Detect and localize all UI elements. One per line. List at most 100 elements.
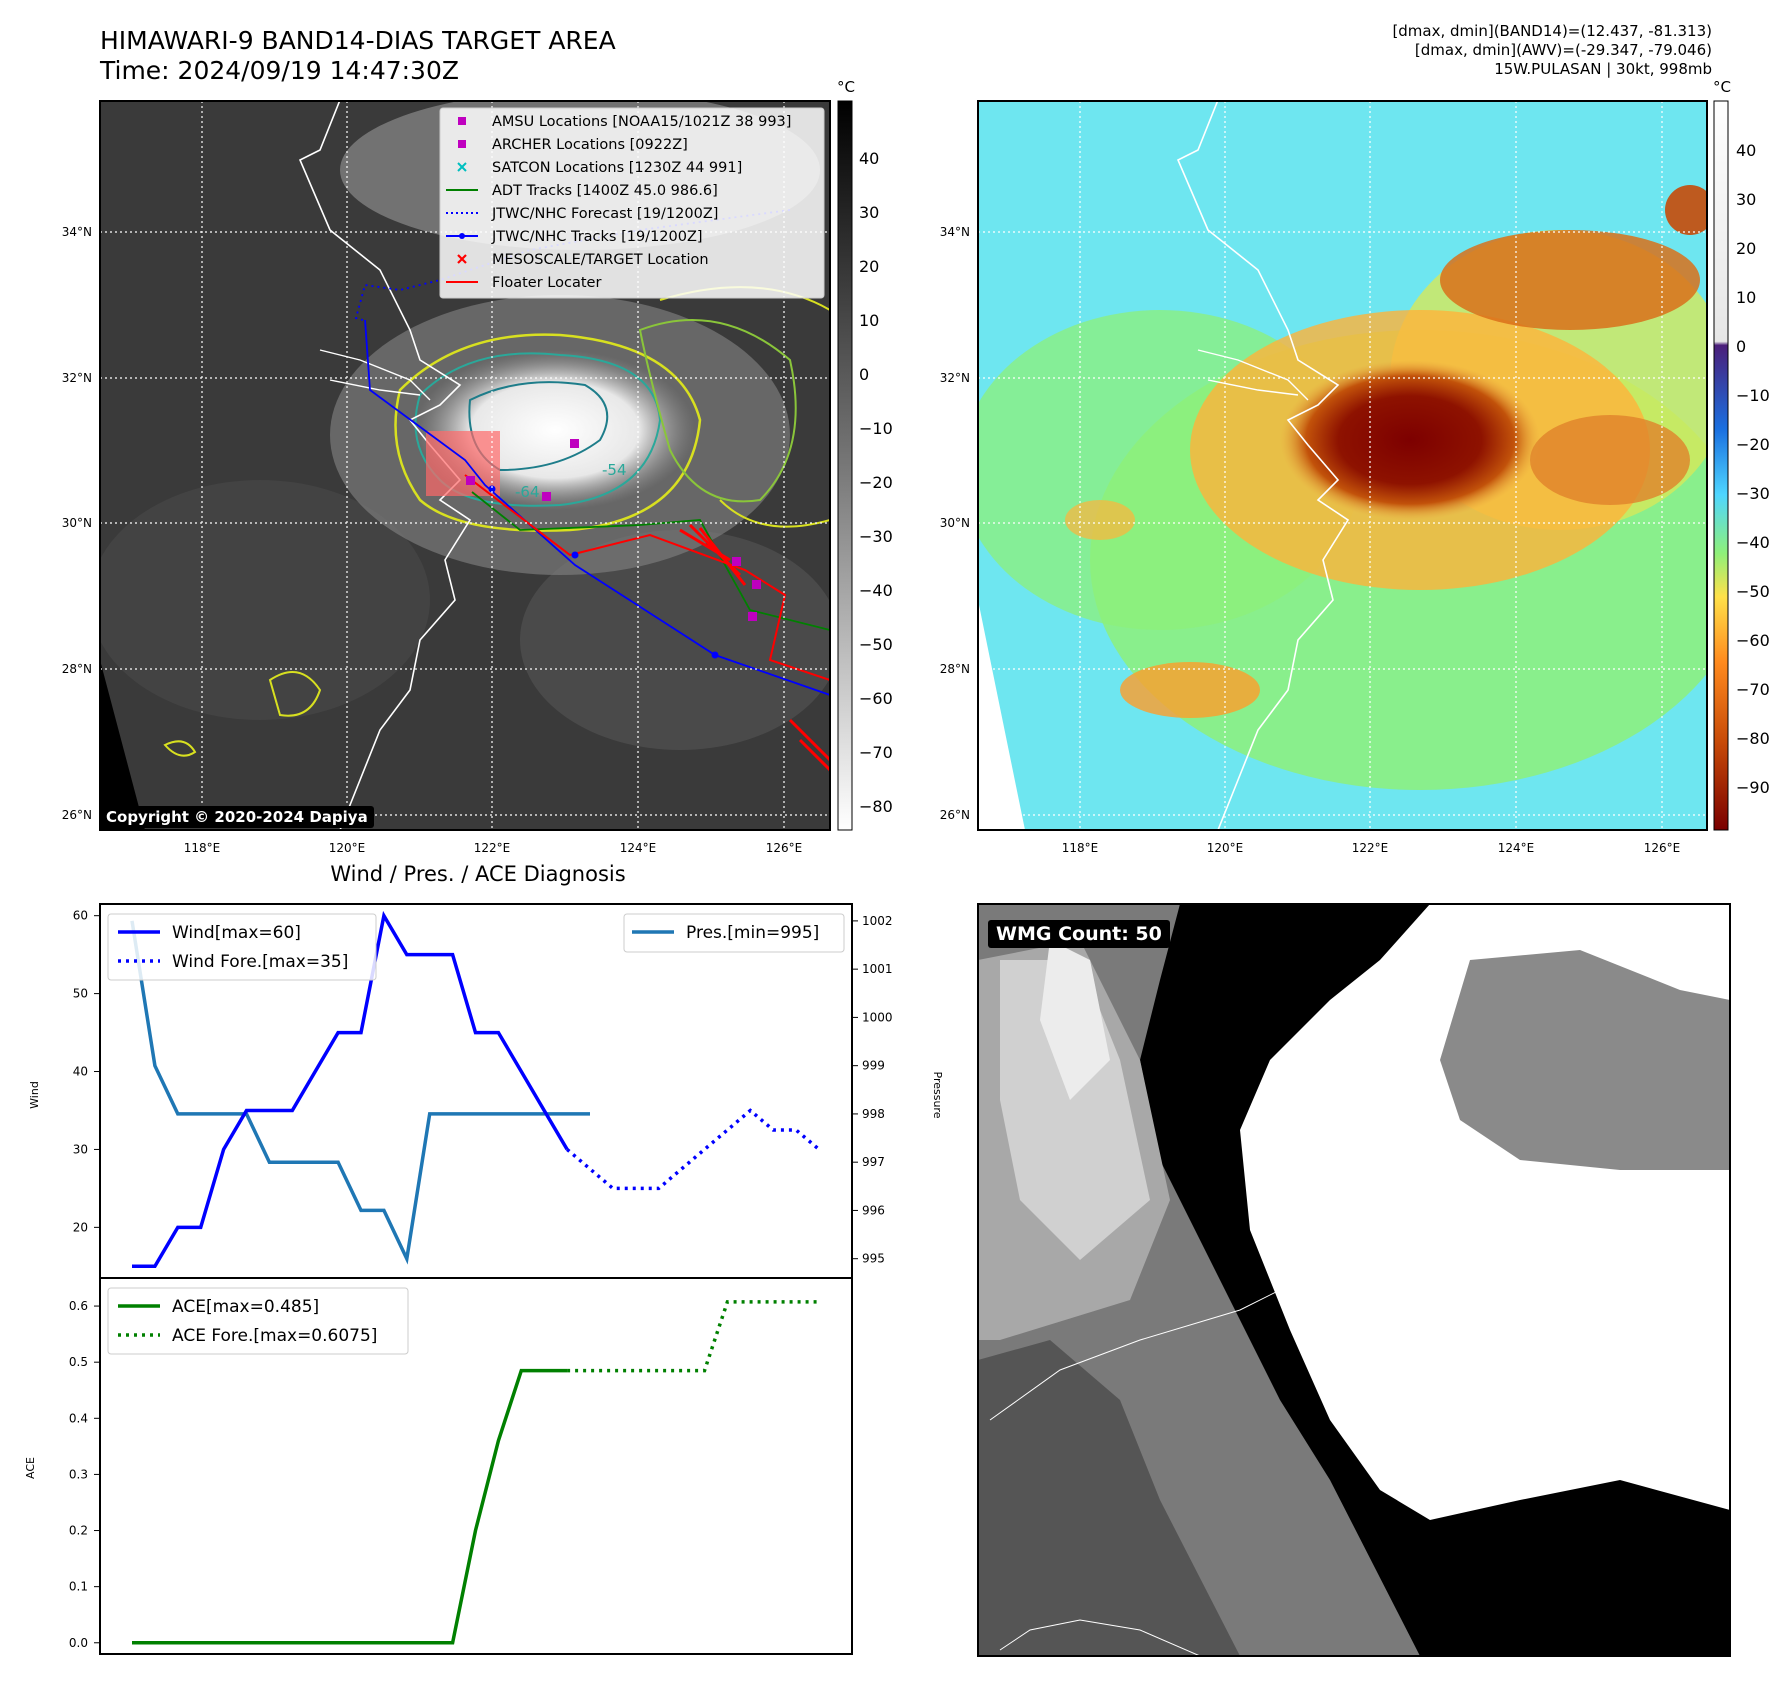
map-legend-box bbox=[439, 107, 825, 299]
ir-lat-labels: 34°N 32°N 30°N 28°N 26°N bbox=[62, 225, 92, 822]
ace-tick-label: 0.4 bbox=[69, 1411, 88, 1425]
legend-entry-adt: ADT Tracks [1400Z 45.0 986.6] bbox=[446, 183, 718, 199]
lat-label-28n: 28°N bbox=[62, 662, 92, 676]
ace-y-ticks: 0.6 0.5 0.4 0.3 0.2 0.1 0.0 bbox=[69, 1299, 100, 1650]
contour-label-64: -64 bbox=[515, 483, 540, 501]
awv-no-data-wedge bbox=[978, 600, 1025, 830]
legend-entry-jtwc-forecast: JTWC/NHC Forecast [19/1200Z] bbox=[446, 206, 718, 222]
lon-label-118e: 118°E bbox=[184, 841, 221, 855]
wmg-brightest-region bbox=[1040, 940, 1110, 1100]
awv-gridlines bbox=[978, 101, 1707, 830]
ir-cb-tick: −10 bbox=[859, 419, 893, 438]
lon-label-124e: 124°E bbox=[1498, 841, 1535, 855]
awv-cb-tick: −30 bbox=[1736, 484, 1770, 503]
wind-tick-label: 40 bbox=[73, 1065, 88, 1079]
ace-legend-label: ACE[max=0.485] bbox=[172, 1297, 319, 1317]
ir-cb-tick: 20 bbox=[859, 257, 879, 276]
contour-label-54: -54 bbox=[602, 461, 627, 479]
wmg-lighter-region bbox=[1000, 960, 1150, 1260]
lon-label-118e: 118°E bbox=[1062, 841, 1099, 855]
pressure-tick-label: 997 bbox=[862, 1155, 885, 1169]
ir-cb-tick: 40 bbox=[859, 149, 879, 168]
ir-cb-tick: −70 bbox=[859, 743, 893, 762]
wind-y-ticks: 60 50 40 30 20 bbox=[73, 909, 100, 1234]
ace-axis-label: ACE bbox=[24, 1457, 37, 1479]
awv-colorbar: °C 40 30 20 10 0 −10 −20 −30 −40 −50 −60… bbox=[1713, 78, 1770, 831]
awv-cb-tick: 30 bbox=[1736, 190, 1756, 209]
pressure-tick-label: 1001 bbox=[862, 962, 893, 976]
lat-label-26n: 26°N bbox=[62, 808, 92, 822]
lon-label-120e: 120°E bbox=[1207, 841, 1244, 855]
legend-label-jtwc-forecast: JTWC/NHC Forecast [19/1200Z] bbox=[491, 206, 718, 222]
pressure-line bbox=[130, 920, 590, 1265]
awv-cb-tick: −50 bbox=[1736, 582, 1770, 601]
lon-label-122e: 122°E bbox=[474, 841, 511, 855]
title-line-2: Time: 2024/09/19 14:47:30Z bbox=[100, 56, 459, 85]
satcon-marker-icon bbox=[457, 162, 467, 172]
ir-cb-tick: 30 bbox=[859, 203, 879, 222]
pressure-legend: Pres.[min=995] bbox=[623, 913, 845, 953]
copyright-badge: Copyright © 2020-2024 Dapiya bbox=[100, 806, 374, 828]
lon-label-120e: 120°E bbox=[329, 841, 366, 855]
jtwc-track-points bbox=[488, 485, 719, 659]
awv-cb-tick: −60 bbox=[1736, 631, 1770, 650]
wmg-gray-region bbox=[978, 1340, 1240, 1656]
lat-label-32n: 32°N bbox=[62, 371, 92, 385]
lat-label-32n: 32°N bbox=[940, 371, 970, 385]
awv-map-panel bbox=[978, 101, 1707, 830]
ir-cloud-band bbox=[100, 480, 430, 720]
awv-colorbar-unit: °C bbox=[1713, 78, 1731, 96]
wmg-coastline bbox=[989, 1249, 1361, 1421]
jtwc-track-point-icon bbox=[459, 233, 465, 239]
wind-tick-label: 20 bbox=[73, 1220, 88, 1234]
ace-tick-label: 0.5 bbox=[69, 1355, 88, 1369]
lat-label-34n: 34°N bbox=[62, 225, 92, 239]
info-band14: [dmax, dmin](BAND14)=(12.437, -81.313) bbox=[1392, 22, 1712, 40]
awv-cb-tick: −10 bbox=[1736, 386, 1770, 405]
ir-no-data-wedge bbox=[100, 660, 145, 830]
amsu-marker-icon bbox=[458, 117, 466, 125]
legend-label-amsu: AMSU Locations [NOAA15/1021Z 38 993] bbox=[492, 114, 791, 130]
lat-label-30n: 30°N bbox=[62, 516, 92, 530]
floater-box bbox=[426, 431, 500, 496]
wind-forecast-legend-label: Wind Fore.[max=35] bbox=[172, 952, 348, 972]
ir-cb-tick: 0 bbox=[859, 365, 869, 384]
legend-entry-amsu: AMSU Locations [NOAA15/1021Z 38 993] bbox=[458, 114, 791, 130]
ir-cb-tick: −50 bbox=[859, 635, 893, 654]
wind-tick-label: 50 bbox=[73, 987, 88, 1001]
ace-tick-label: 0.3 bbox=[69, 1467, 88, 1481]
wind-line bbox=[132, 910, 569, 1269]
awv-cb-tick: 20 bbox=[1736, 239, 1756, 258]
wind-tick-label: 30 bbox=[73, 1142, 88, 1156]
legend-label-adt: ADT Tracks [1400Z 45.0 986.6] bbox=[492, 183, 718, 199]
awv-cold-cell bbox=[1120, 662, 1260, 718]
diagnosis-title: Wind / Pres. / ACE Diagnosis bbox=[330, 862, 626, 886]
wmg-panel bbox=[977, 903, 1731, 1657]
ace-series-lines bbox=[132, 1300, 819, 1645]
ir-colorbar-gradient bbox=[837, 100, 853, 831]
awv-lat-labels: 34°N 32°N 30°N 28°N 26°N bbox=[940, 225, 970, 822]
ace-tick-label: 0.2 bbox=[69, 1524, 88, 1538]
wind-legend-label: Wind[max=60] bbox=[172, 923, 301, 943]
wind-tick-label: 60 bbox=[73, 909, 88, 923]
awv-lon-labels: 118°E 120°E 122°E 124°E 126°E bbox=[1062, 841, 1681, 855]
pressure-legend-box bbox=[623, 913, 845, 953]
pressure-y-ticks: 1002 1001 1000 999 998 997 996 995 bbox=[852, 914, 893, 1266]
target-marker-icon bbox=[457, 254, 467, 264]
lon-label-126e: 126°E bbox=[1644, 841, 1681, 855]
legend-entry-floater: Floater Locater bbox=[446, 275, 601, 291]
wind-series-lines bbox=[130, 910, 821, 1269]
pressure-tick-label: 1002 bbox=[862, 914, 893, 928]
awv-cold-band bbox=[1440, 230, 1700, 330]
pressure-tick-label: 995 bbox=[862, 1252, 885, 1266]
legend-entry-satcon: SATCON Locations [1230Z 44 991] bbox=[457, 160, 742, 176]
ace-chart: 0.6 0.5 0.4 0.3 0.2 0.1 0.0 ACE ACE[max=0.485]… bbox=[24, 1277, 853, 1655]
wind-legend: Wind[max=60] Wind Fore.[max=35] bbox=[107, 913, 377, 981]
ace-line bbox=[132, 1368, 568, 1645]
ir-map-frame bbox=[99, 100, 831, 831]
ace-tick-label: 0.6 bbox=[69, 1299, 88, 1313]
lon-label-124e: 124°E bbox=[620, 841, 657, 855]
map-legend: AMSU Locations [NOAA15/1021Z 38 993] ARC… bbox=[439, 107, 825, 299]
legend-label-target: MESOSCALE/TARGET Location bbox=[492, 252, 709, 268]
awv-colorbar-ticks: 40 30 20 10 0 −10 −20 −30 −40 −50 −60 −7… bbox=[1736, 141, 1770, 797]
